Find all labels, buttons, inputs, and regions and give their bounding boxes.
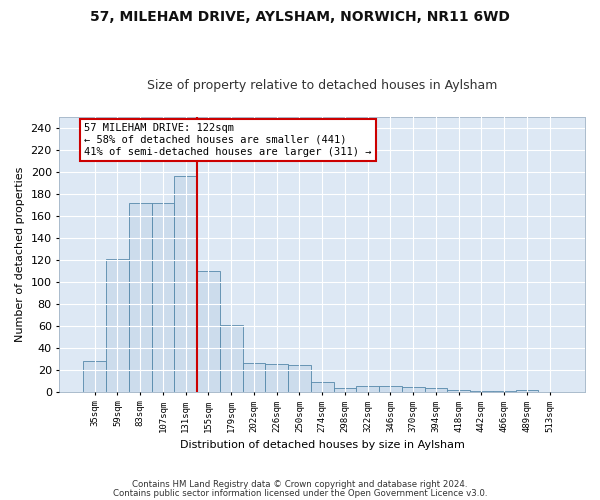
Text: 57, MILEHAM DRIVE, AYLSHAM, NORWICH, NR11 6WD: 57, MILEHAM DRIVE, AYLSHAM, NORWICH, NR1… [90,10,510,24]
Bar [448,390,470,392]
Bar [220,324,242,392]
Text: Contains public sector information licensed under the Open Government Licence v3: Contains public sector information licen… [113,489,487,498]
Bar [425,388,448,392]
Y-axis label: Number of detached properties: Number of detached properties [15,166,25,342]
Bar [334,388,356,392]
Bar [265,364,288,392]
Bar [311,382,334,392]
Bar [356,386,379,392]
Bar [515,390,538,392]
Bar [152,202,175,392]
Bar [470,390,493,392]
Bar [242,363,265,392]
X-axis label: Distribution of detached houses by size in Aylsham: Distribution of detached houses by size … [180,440,464,450]
Bar [379,386,402,392]
Bar [83,361,106,392]
Bar [197,271,220,392]
Text: Contains HM Land Registry data © Crown copyright and database right 2024.: Contains HM Land Registry data © Crown c… [132,480,468,489]
Bar [402,388,425,392]
Bar [129,202,152,392]
Title: Size of property relative to detached houses in Aylsham: Size of property relative to detached ho… [147,79,497,92]
Text: 57 MILEHAM DRIVE: 122sqm
← 58% of detached houses are smaller (441)
41% of semi-: 57 MILEHAM DRIVE: 122sqm ← 58% of detach… [85,124,372,156]
Bar [175,176,197,392]
Bar [288,366,311,392]
Bar [106,258,129,392]
Bar [493,390,515,392]
